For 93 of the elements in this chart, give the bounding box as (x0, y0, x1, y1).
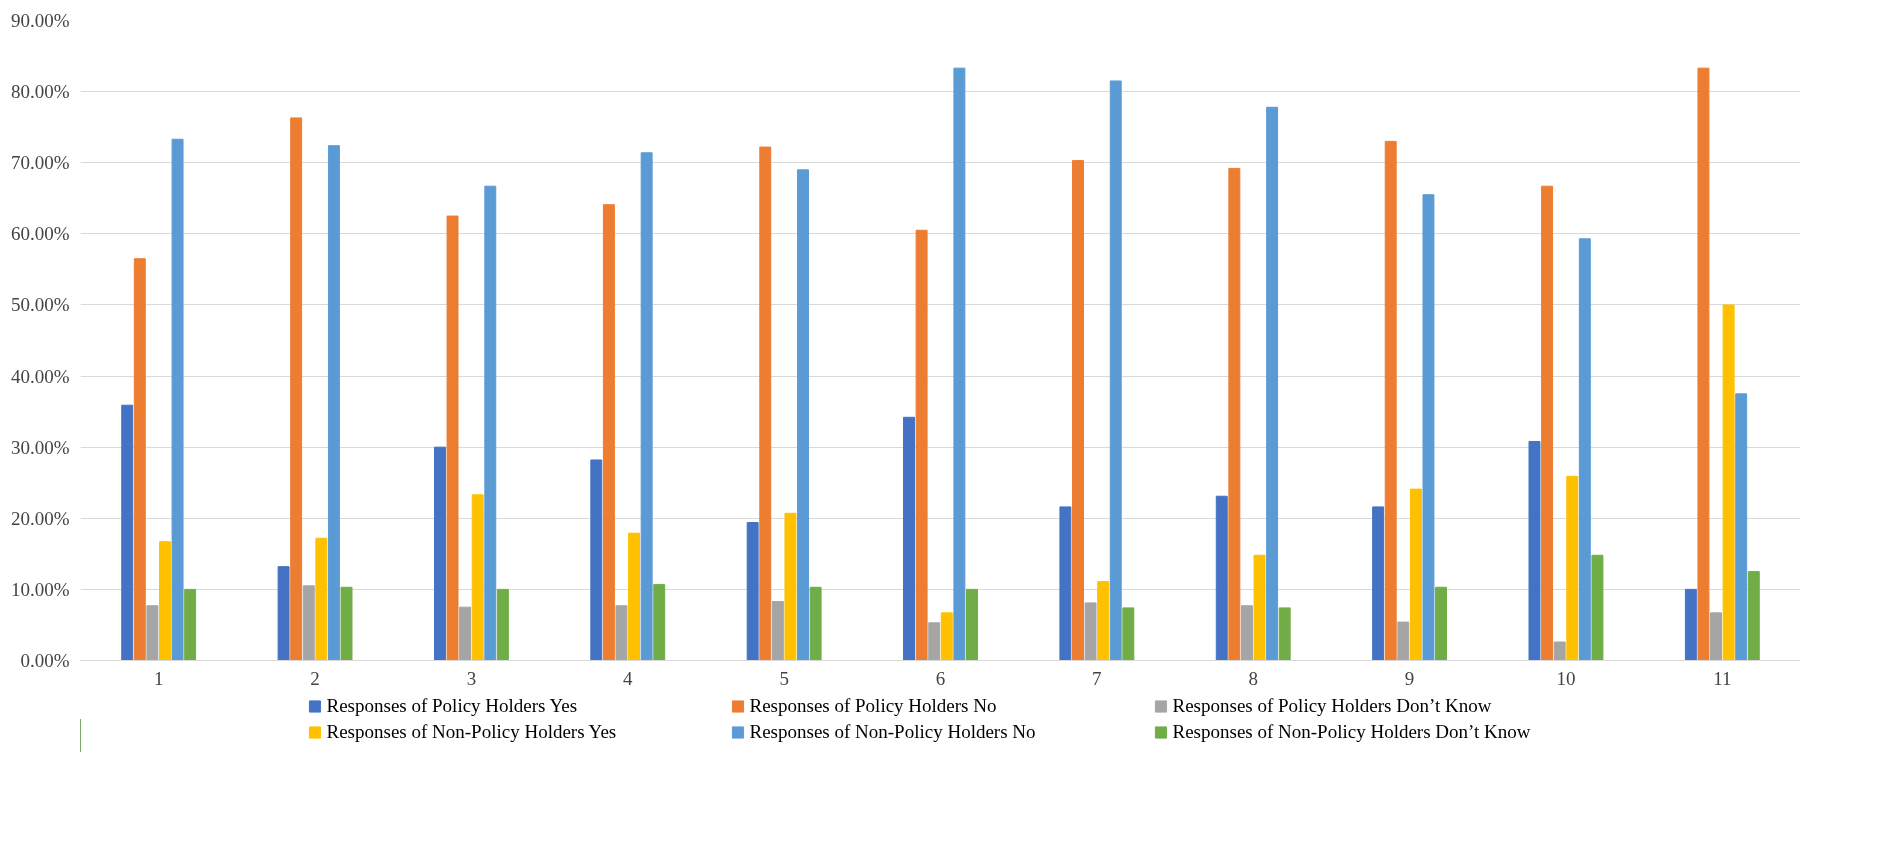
bar (1422, 194, 1435, 661)
bar (1215, 495, 1228, 661)
bar (1253, 554, 1266, 661)
bar (290, 117, 303, 661)
y-tick-label: 40.00% (10, 365, 70, 387)
bar (903, 416, 915, 661)
bar (327, 145, 340, 661)
y-tick-label: 80.00% (10, 81, 70, 103)
bar (484, 185, 497, 661)
x-tick-label: 2 (310, 667, 320, 689)
bar (171, 138, 184, 661)
bar (759, 146, 772, 661)
bar (590, 459, 603, 661)
bar (133, 258, 146, 661)
x-tick-label: 10 (1556, 667, 1576, 689)
bar (1553, 641, 1566, 661)
bar (1228, 167, 1241, 661)
bar (928, 622, 941, 661)
x-tick-label: 11 (1713, 667, 1732, 689)
bar (1566, 475, 1579, 661)
bar (340, 586, 353, 661)
bar (1266, 106, 1279, 661)
bar (1747, 571, 1760, 661)
bar (797, 169, 809, 661)
bar (1735, 393, 1748, 661)
bar (1084, 602, 1097, 661)
bar (1578, 238, 1591, 661)
y-tick-label: 30.00% (10, 436, 70, 458)
bar (1384, 140, 1397, 661)
bar (315, 537, 328, 661)
bar (1240, 605, 1253, 661)
bar (915, 229, 928, 661)
y-tick-label: 20.00% (10, 507, 70, 529)
y-tick-label: 0.00% (20, 650, 70, 671)
bar (1409, 488, 1422, 661)
bar (1097, 581, 1110, 661)
bar (1697, 67, 1710, 661)
bar (602, 204, 615, 661)
bar (1278, 607, 1291, 661)
bar (746, 522, 759, 661)
bar (784, 512, 797, 661)
legend-label: Responses of Non-Policy Holders No (749, 721, 1037, 743)
bar (1072, 160, 1084, 661)
x-tick-label: 5 (779, 667, 789, 689)
x-tick-label: 1 (153, 667, 164, 689)
bar (1722, 304, 1735, 661)
bar (953, 67, 966, 661)
legend-label: Responses of Non-Policy Holders Don’t Know (1172, 721, 1532, 743)
x-tick-label: 9 (1404, 667, 1415, 689)
x-tick-label: 4 (623, 667, 634, 689)
legend-label: Responses of Policy Holders Yes (326, 695, 579, 717)
bar (121, 404, 134, 661)
legend-label: Responses of Non-Policy Holders Yes (326, 721, 618, 743)
bar (446, 215, 459, 661)
bar (966, 588, 978, 661)
bar (771, 600, 784, 661)
y-tick-label: 10.00% (10, 578, 70, 600)
y-tick-label: 90.00% (10, 10, 70, 31)
bar (615, 605, 628, 661)
x-tick-label: 7 (1092, 667, 1102, 689)
legend-label: Responses of Policy Holders No (749, 695, 998, 717)
bar (1109, 80, 1122, 661)
bar (1059, 506, 1072, 661)
x-tick-label: 8 (1248, 667, 1258, 689)
legend-label: Responses of Policy Holders Don’t Know (1172, 695, 1493, 717)
bar (1710, 612, 1722, 661)
bar (1435, 586, 1448, 661)
bar (940, 612, 953, 661)
bar (1397, 621, 1410, 661)
bar (1372, 506, 1385, 661)
y-tick-label: 60.00% (10, 223, 70, 245)
bar (1122, 607, 1135, 661)
x-tick-label: 3 (466, 667, 477, 689)
bar (302, 585, 315, 661)
bar (184, 588, 197, 661)
bar (640, 152, 653, 661)
bar (496, 588, 509, 661)
y-tick-label: 70.00% (10, 152, 70, 174)
y-tick-label: 50.00% (10, 294, 70, 316)
bar (1541, 185, 1554, 661)
bar (146, 605, 159, 661)
bar (1528, 440, 1541, 661)
bar (1684, 588, 1697, 661)
bar (653, 583, 666, 661)
bar (433, 446, 446, 661)
bar (809, 586, 822, 661)
bar (159, 541, 171, 661)
bar (1591, 554, 1604, 661)
bar (628, 532, 641, 661)
bar (277, 566, 290, 661)
x-tick-label: 6 (935, 667, 946, 689)
bar (459, 606, 472, 661)
bar (471, 494, 484, 661)
